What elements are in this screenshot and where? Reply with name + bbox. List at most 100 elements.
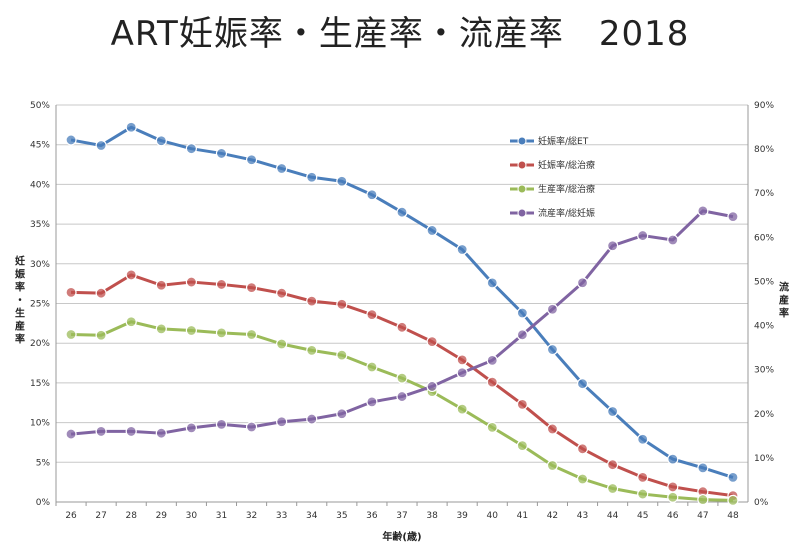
data-point — [215, 278, 228, 291]
x-tick-label: 31 — [216, 511, 227, 521]
y-left-axis-title-char: 娠 — [15, 268, 26, 281]
x-tick-label: 34 — [306, 511, 318, 521]
x-tick-label: 28 — [125, 511, 137, 521]
data-point — [546, 423, 559, 435]
data-point — [486, 376, 498, 388]
data-point — [396, 206, 408, 218]
data-point — [155, 323, 167, 335]
data-point — [546, 303, 559, 315]
x-tick-label: 37 — [396, 511, 407, 521]
data-point — [456, 354, 468, 366]
data-point — [396, 321, 408, 333]
y-left-tick-label: 40% — [30, 180, 50, 190]
data-point — [155, 135, 167, 147]
legend-marker — [517, 136, 527, 146]
data-point — [366, 361, 378, 373]
data-point — [456, 403, 468, 415]
data-point — [95, 287, 107, 299]
data-point — [607, 240, 619, 252]
y-left-tick-label: 20% — [30, 339, 50, 349]
y-right-axis-title-char: 流 — [779, 281, 789, 294]
data-point — [366, 309, 378, 321]
data-point — [336, 349, 348, 361]
data-point — [697, 205, 709, 217]
x-tick-label: 43 — [577, 511, 588, 521]
data-point — [576, 443, 589, 455]
data-point — [637, 471, 649, 483]
y-right-tick-label: 50% — [754, 277, 774, 287]
y-right-tick-label: 90% — [754, 101, 774, 111]
data-point — [125, 425, 137, 438]
data-point — [155, 427, 167, 439]
data-point — [546, 459, 559, 472]
data-point — [576, 277, 589, 289]
data-point — [245, 154, 258, 166]
x-tick-label: 38 — [426, 511, 438, 521]
data-point — [516, 398, 528, 410]
y-left-tick-label: 5% — [36, 458, 51, 468]
data-point — [486, 354, 498, 367]
data-point — [95, 425, 107, 438]
data-point — [516, 307, 528, 319]
chart-title: ART妊娠率・生産率・流産率 2018 — [110, 14, 690, 54]
x-tick-label: 41 — [517, 511, 528, 521]
data-point — [276, 287, 288, 299]
legend-label: 妊娠率/総治療 — [538, 159, 595, 171]
data-point — [306, 171, 318, 183]
data-point — [95, 139, 107, 152]
x-tick-label: 42 — [547, 511, 558, 521]
data-point — [426, 336, 438, 348]
data-point — [396, 372, 408, 384]
data-point — [306, 413, 318, 425]
data-point — [576, 378, 589, 390]
x-tick-label: 40 — [487, 511, 499, 521]
data-point — [516, 440, 528, 452]
data-point — [697, 462, 709, 474]
data-point — [336, 408, 348, 420]
data-point — [667, 491, 679, 503]
data-point — [185, 276, 197, 288]
series-line — [70, 125, 734, 479]
data-point — [215, 147, 228, 160]
data-point — [245, 282, 258, 294]
data-point — [667, 453, 679, 465]
y-left-tick-label: 35% — [30, 220, 50, 230]
y-right-tick-label: 40% — [754, 322, 774, 332]
data-point — [215, 418, 228, 430]
data-point — [215, 327, 228, 339]
data-point — [727, 211, 739, 223]
data-point — [546, 343, 559, 356]
data-point — [185, 422, 197, 434]
data-point — [486, 277, 498, 289]
data-point — [667, 481, 679, 493]
x-tick-label: 45 — [637, 511, 648, 521]
data-point — [125, 121, 137, 133]
legend-marker — [517, 208, 527, 218]
y-right-tick-label: 80% — [754, 145, 774, 155]
data-point — [185, 324, 197, 337]
y-right-tick-label: 0% — [754, 498, 769, 508]
legend-marker — [517, 160, 527, 170]
y-right-axis-title-char: 率 — [779, 307, 789, 320]
data-point — [426, 224, 438, 237]
data-point — [65, 428, 77, 440]
data-point — [486, 421, 498, 433]
x-tick-label: 47 — [697, 511, 708, 521]
data-point — [697, 494, 709, 506]
data-point — [65, 134, 77, 146]
y-left-axis-title-char: 生 — [15, 307, 25, 320]
y-left-tick-label: 15% — [30, 379, 50, 389]
y-left-tick-label: 30% — [30, 260, 50, 270]
x-tick-label: 33 — [276, 511, 287, 521]
y-left-tick-label: 45% — [30, 141, 50, 151]
data-point — [306, 344, 318, 356]
x-axis-title: 年齢(歳) — [382, 530, 421, 543]
x-tick-label: 26 — [65, 511, 77, 521]
data-point — [727, 494, 739, 507]
data-point — [245, 328, 258, 341]
data-point — [516, 329, 528, 341]
data-point — [125, 269, 137, 281]
data-point — [637, 488, 649, 500]
data-point — [306, 295, 318, 307]
